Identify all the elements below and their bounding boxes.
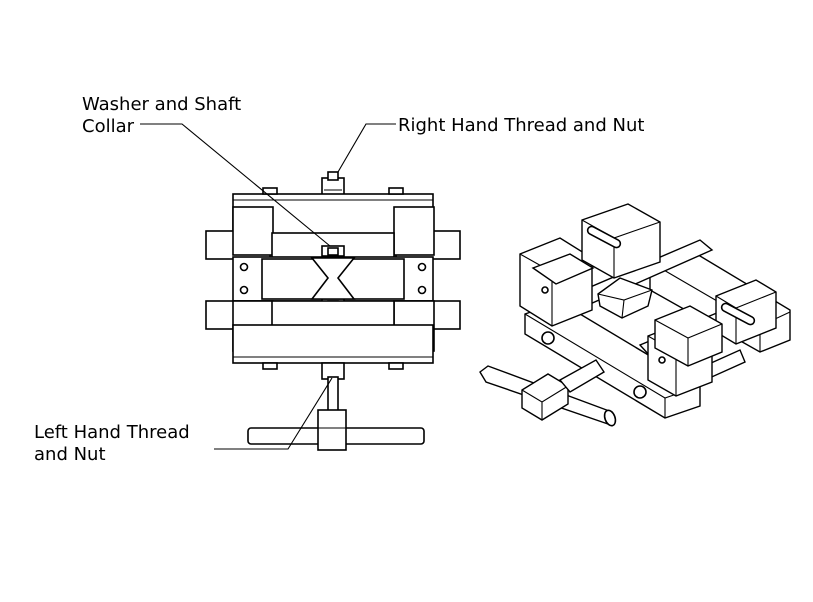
iso-lead-screw	[558, 359, 605, 393]
washer-leader	[140, 123, 331, 247]
callout-leaders	[140, 123, 396, 450]
washer-label-line1: Washer and Shaft	[82, 94, 241, 115]
washer-label-line2: Collar	[82, 116, 135, 137]
left-thread-label-line1: Left Hand Thread	[34, 422, 190, 443]
left-thread-leader	[214, 377, 333, 450]
iso-v-block	[597, 277, 653, 319]
right-thread-leader	[337, 123, 396, 173]
right-thread-label: Right Hand Thread and Nut	[398, 115, 644, 136]
top-thread-end	[327, 171, 339, 181]
isometric-view-assembly	[479, 203, 791, 427]
v-block	[310, 257, 356, 300]
iso-rear-left-jaw	[581, 203, 661, 279]
top-view-assembly	[205, 171, 461, 451]
iso-handle-hub	[521, 373, 569, 421]
callout-labels: Washer and Shaft Collar Right Hand Threa…	[34, 94, 644, 465]
lower-inner-bar	[271, 300, 395, 328]
t-handle-hub	[317, 409, 347, 451]
left-thread-label-line2: and Nut	[34, 444, 106, 465]
